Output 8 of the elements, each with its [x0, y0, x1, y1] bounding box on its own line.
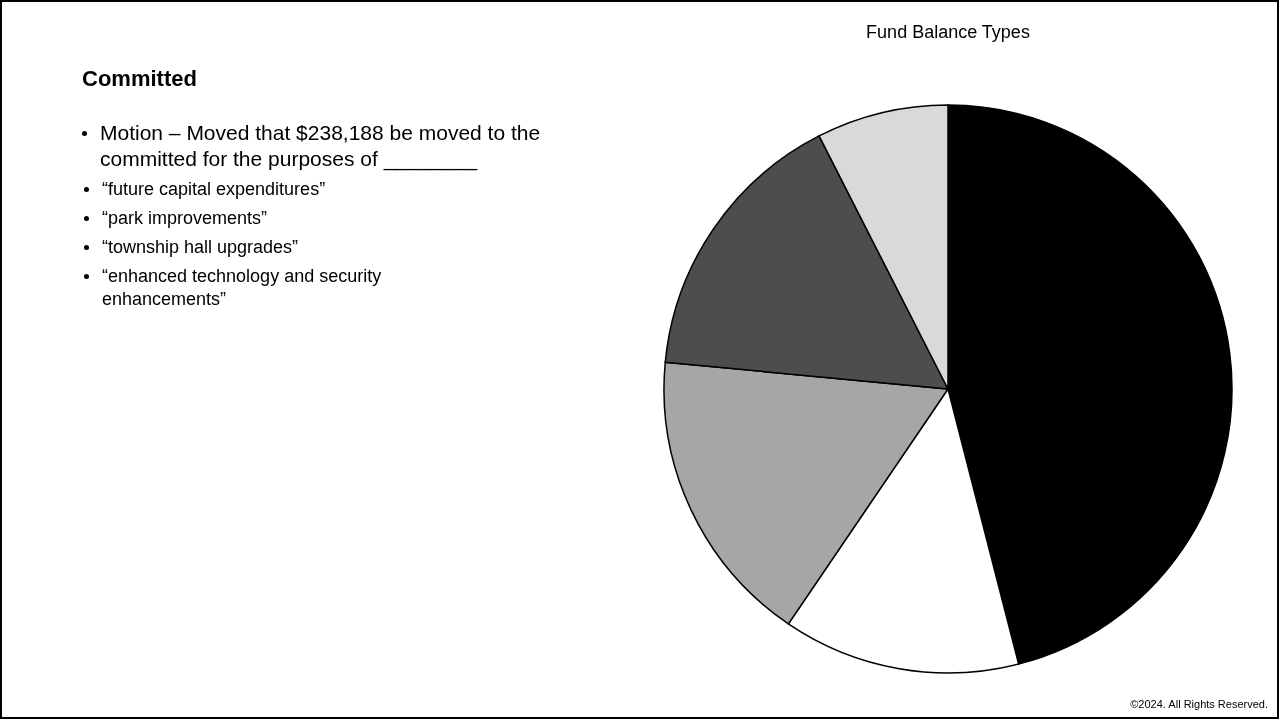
text: ©2024. All Rights Reserved.: [1130, 698, 1268, 710]
text: Committed: [82, 66, 198, 92]
text: “park improvements”: [102, 207, 269, 230]
text: Motion – Moved that $238,188 be moved to the committed for the purposes of ________: [100, 120, 542, 172]
text: “enhanced technology and security enhancements”: [102, 265, 383, 311]
text: “township hall upgrades”: [102, 236, 300, 259]
chart-title: Fund Balance Types: [866, 22, 1030, 42]
text: “future capital expenditures”: [102, 178, 327, 201]
